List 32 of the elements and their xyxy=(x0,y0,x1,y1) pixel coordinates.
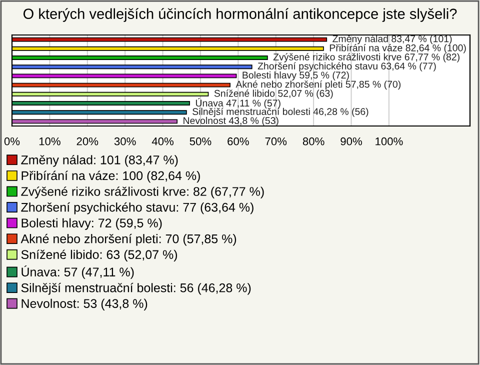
legend-label: Zvýšené riziko srážlivosti krve: 82 (67,77 %) xyxy=(21,186,264,198)
legend-label: Únava: 57 (47,11 %) xyxy=(22,265,134,279)
legend-label: Změny nálad: 101 (83,47 %) xyxy=(21,155,178,167)
data-label: Únava 47,11 % (57) xyxy=(196,98,280,108)
legend-label: Nevolnost: 53 (43,8 %) xyxy=(22,298,148,310)
data-label: Přibírání na váze 82,64 % (100) xyxy=(330,44,466,54)
x-tick-label: 100% xyxy=(376,137,403,146)
legend-label: Bolesti hlavy: 72 (59,5 %) xyxy=(22,218,162,230)
data-label: Silnější menstruační bolesti 46,28 % (56) xyxy=(192,108,368,117)
data-label: Zvýšené riziko srážlivosti krve 67,77 % (82) xyxy=(273,53,460,62)
x-tick-label: 0% xyxy=(4,137,20,146)
x-tick-label: 70% xyxy=(265,137,287,146)
data-label: Nevolnost 43,8 % (53) xyxy=(184,116,278,126)
data-label: Bolesti hlavy 59,5 % (72) xyxy=(242,71,349,80)
chart-title: O kterých vedlejších účincích hormonální antikoncepce jste slyšeli? xyxy=(23,8,457,22)
x-tick-label: 90% xyxy=(340,137,362,146)
data-label: Změny nálad 83,47 % (101) xyxy=(332,34,452,44)
x-tick-label: 50% xyxy=(190,137,212,146)
data-label: Zhoršení psychického stavu 63,64 % (77) xyxy=(258,62,436,72)
legend-label: Silnější menstruační bolesti: 56 (46,28 %) xyxy=(21,282,251,295)
legend-label: Zhoršení psychického stavu: 77 (63,64 %) xyxy=(21,202,254,214)
x-tick-label: 40% xyxy=(152,137,174,146)
data-label: Snížené libido 52,07 % (63) xyxy=(214,90,333,99)
x-tick-label: 10% xyxy=(39,137,60,146)
data-label: Akné nebo zhoršení pleti 57,85 % (70) xyxy=(236,80,400,90)
x-tick-label: 80% xyxy=(302,137,324,146)
x-tick-label: 20% xyxy=(76,137,98,146)
legend-label: Akné nebo zhoršení pleti: 70 (57,85 %) xyxy=(20,234,236,246)
x-tick-label: 60% xyxy=(228,137,249,146)
x-tick-label: 30% xyxy=(114,137,136,146)
legend-label: Přibírání na váze: 100 (82,64 %) xyxy=(22,170,200,183)
legend-label: Snížené libido: 63 (52,07 %) xyxy=(21,250,178,262)
